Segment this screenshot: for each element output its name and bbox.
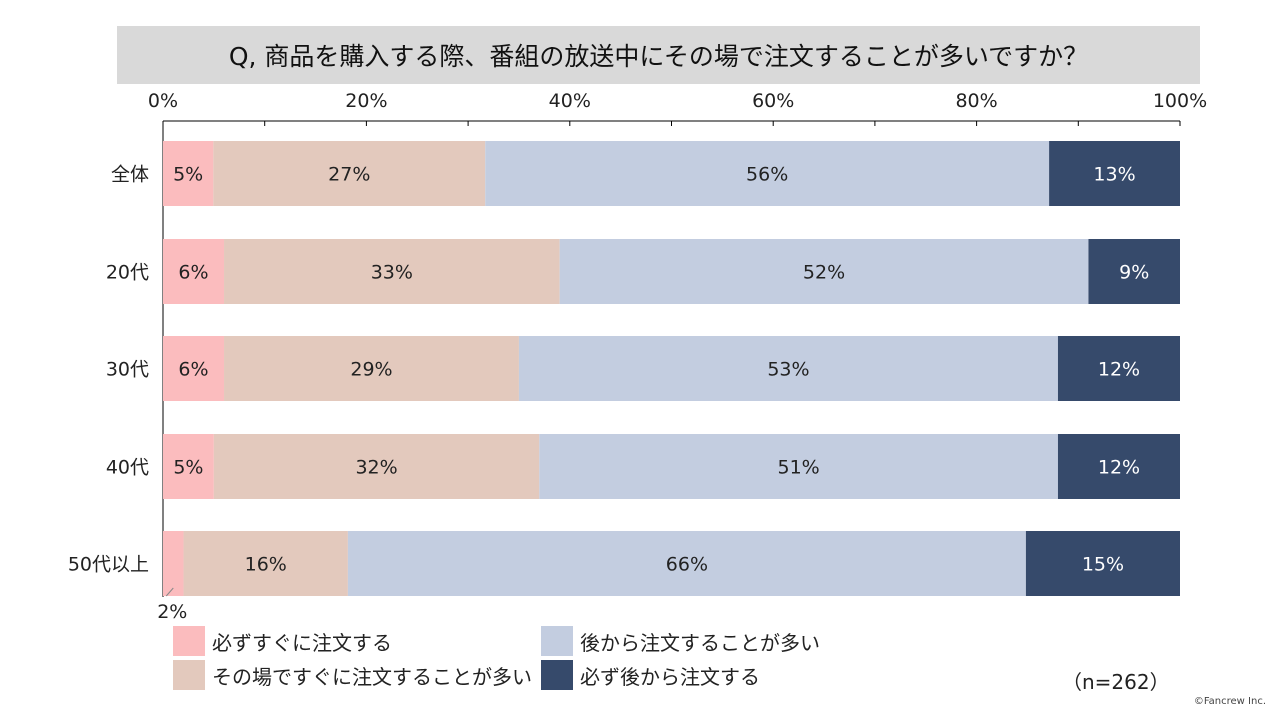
data-label: 5% xyxy=(173,164,203,186)
bar-segment xyxy=(539,434,1058,499)
data-label: 29% xyxy=(350,359,392,381)
legend-label-often-immediately: その場ですぐに注文することが多い xyxy=(212,664,532,689)
legend-item-always-later: 必ず後から注文する xyxy=(541,660,760,690)
legend-item-often-immediately: その場ですぐに注文することが多い xyxy=(173,660,532,690)
data-label: 27% xyxy=(328,164,370,186)
x-tick-label: 40% xyxy=(549,90,591,112)
legend-item-often-later: 後から注文することが多い xyxy=(541,626,820,656)
bar-segment xyxy=(183,531,348,596)
legend-item-always-immediately: 必ずすぐに注文する xyxy=(173,626,392,656)
bar-segment xyxy=(1025,531,1180,596)
bar-segment xyxy=(1057,434,1180,499)
bar-segment xyxy=(213,141,486,206)
bar-segment xyxy=(163,239,225,304)
bar-segment xyxy=(518,336,1058,401)
x-tick-label: 100% xyxy=(1153,90,1207,112)
data-label: 16% xyxy=(245,554,287,576)
legend-swatch-always-immediately xyxy=(173,626,205,656)
question-title-box: Q, 商品を購入する際、番組の放送中にその場で注文することが多いですか？ xyxy=(117,26,1200,84)
data-label: 13% xyxy=(1093,164,1135,186)
data-label: 52% xyxy=(803,262,845,284)
data-label: 66% xyxy=(666,554,708,576)
data-label: 32% xyxy=(355,457,397,479)
bar-segment xyxy=(559,239,1089,304)
bar-segment xyxy=(1049,141,1180,206)
data-label: 15% xyxy=(1082,554,1124,576)
bar-segment xyxy=(213,434,540,499)
data-label-leader xyxy=(165,587,174,597)
copyright-notice: ©Fancrew Inc. xyxy=(1193,696,1266,707)
data-label: 2% xyxy=(157,601,187,623)
bar-segment xyxy=(224,336,519,401)
legend-label-often-later: 後から注文することが多い xyxy=(580,630,820,655)
bar-segment xyxy=(1057,336,1180,401)
bar-segment xyxy=(163,336,225,401)
data-label: 12% xyxy=(1098,359,1140,381)
bar-segment xyxy=(224,239,560,304)
data-label: 9% xyxy=(1119,262,1149,284)
data-label: 6% xyxy=(178,262,208,284)
category-label: 30代 xyxy=(106,359,149,381)
legend-swatch-often-later xyxy=(541,626,573,656)
data-label: 53% xyxy=(767,359,809,381)
category-label: 50代以上 xyxy=(68,554,149,576)
category-label: 20代 xyxy=(106,262,149,284)
legend-label-always-immediately: 必ずすぐに注文する xyxy=(212,630,392,655)
category-label: 40代 xyxy=(106,457,149,479)
data-label: 6% xyxy=(178,359,208,381)
data-label: 5% xyxy=(173,457,203,479)
bar-segment xyxy=(163,141,214,206)
sample-size-note: （n=262） xyxy=(1062,670,1170,694)
bar-segment xyxy=(163,434,214,499)
x-tick-label: 20% xyxy=(345,90,387,112)
bar-segment xyxy=(347,531,1026,596)
data-label: 12% xyxy=(1098,457,1140,479)
legend-swatch-often-immediately xyxy=(173,660,205,690)
data-label: 51% xyxy=(778,457,820,479)
legend-label-always-later: 必ず後から注文する xyxy=(580,664,760,689)
bar-segment xyxy=(485,141,1050,206)
data-label: 33% xyxy=(371,262,413,284)
bar-segment xyxy=(163,531,184,596)
legend-swatch-always-later xyxy=(541,660,573,690)
question-title: Q, 商品を購入する際、番組の放送中にその場で注文することが多いですか？ xyxy=(228,42,1089,71)
x-tick-label: 60% xyxy=(752,90,794,112)
x-tick-label: 0% xyxy=(148,90,178,112)
bar-segment xyxy=(1088,239,1180,304)
data-label: 56% xyxy=(746,164,788,186)
x-tick-label: 80% xyxy=(955,90,997,112)
category-label: 全体 xyxy=(111,164,149,186)
